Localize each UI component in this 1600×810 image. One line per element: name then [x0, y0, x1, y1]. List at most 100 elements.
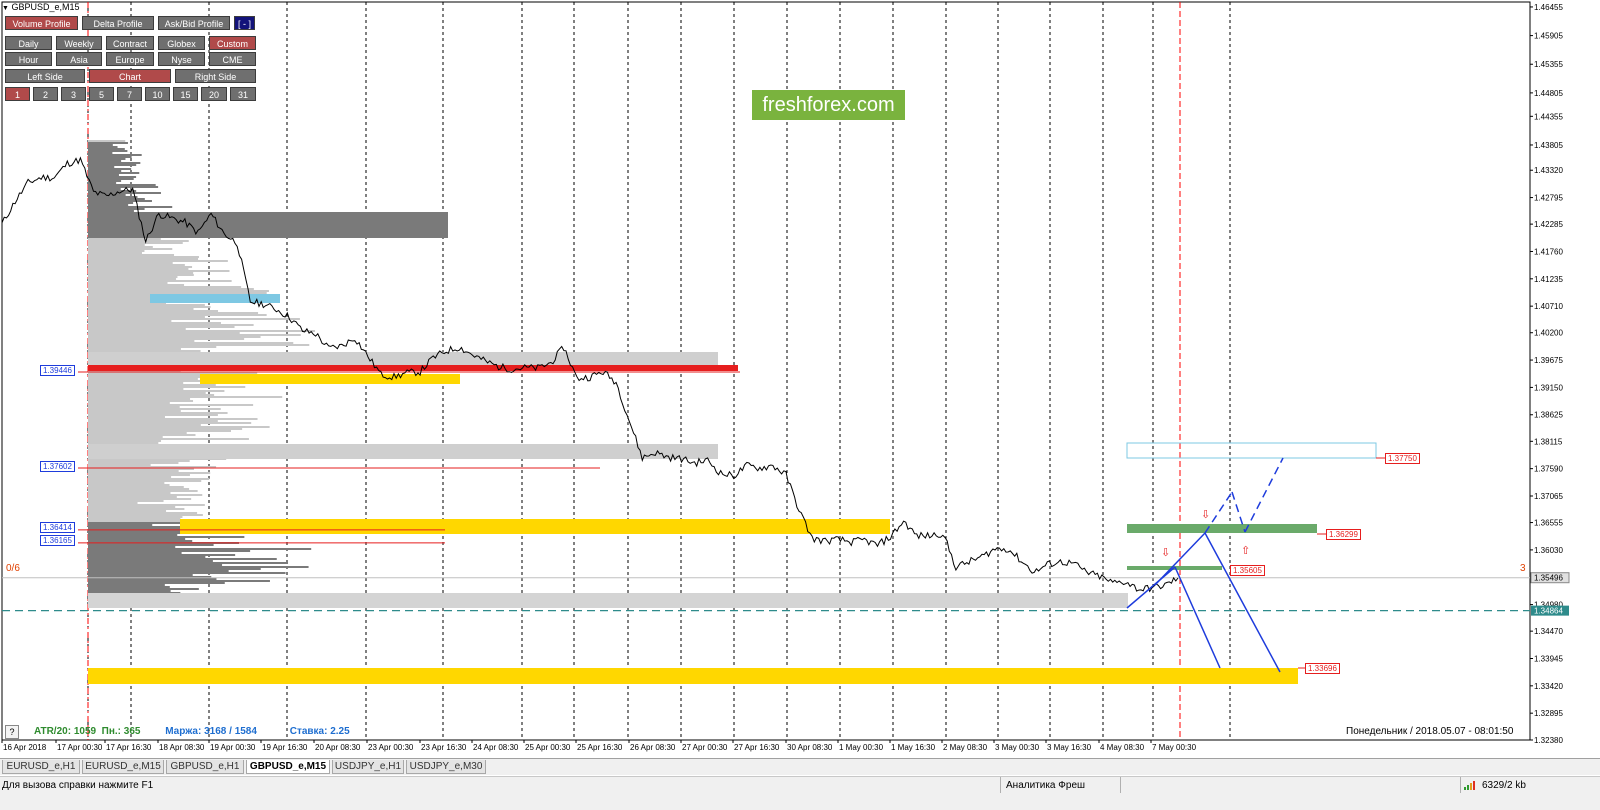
daily-button[interactable]: Daily [5, 36, 52, 50]
target-zone [1126, 442, 1377, 459]
time-axis-label: 25 Apr 00:30 [525, 743, 571, 752]
volume-profile-bar [88, 242, 183, 244]
left-side-button[interactable]: Left Side [5, 69, 85, 83]
custom-button[interactable]: Custom [209, 36, 256, 50]
nyse-button[interactable]: Nyse [158, 52, 205, 66]
forecast-line [1126, 566, 1176, 609]
period-1-button[interactable]: 1 [5, 87, 30, 101]
globex-button[interactable]: Globex [158, 36, 205, 50]
volume-profile-bar [88, 148, 125, 150]
tab-usdjpy-m30[interactable]: USDJPY_e,M30 [406, 760, 486, 774]
price-axis-label: 1.46455 [1534, 3, 1563, 12]
volume-profile-bar [88, 504, 205, 506]
volume-profile-bar [88, 502, 138, 504]
volume-profile-bar [88, 560, 213, 562]
volume-profile-bar [88, 156, 132, 158]
chart-menu-arrow-icon[interactable]: ▼ [2, 5, 9, 12]
pn-value: Пн.: 365 [101, 726, 141, 737]
volume-profile-bar [88, 192, 161, 194]
volume-profile-bar [88, 574, 193, 576]
tab-usdjpy-h1[interactable]: USDJPY_e,H1 [332, 760, 404, 774]
period-15-button[interactable]: 15 [173, 87, 198, 101]
volume-profile-bar [88, 432, 187, 434]
volume-profile-bar [88, 178, 134, 180]
chart-side-button[interactable]: Chart [89, 69, 171, 83]
volume-profile-bar [88, 394, 215, 396]
margin-value: Маржа: 3168 / 1584 [165, 726, 257, 737]
volume-profile-bar [88, 314, 267, 316]
current-datetime: Понедельник / 2018.05.07 - 08:01:50 [1346, 726, 1514, 737]
ask-bid-profile-button[interactable]: Ask/Bid Profile [158, 16, 230, 30]
price-axis-label: 1.38625 [1534, 411, 1563, 420]
price-axis-label: 1.45355 [1534, 60, 1563, 69]
period-3-button[interactable]: 3 [61, 87, 86, 101]
volume-profile-bar [88, 266, 193, 268]
freshforex-logo: freshforex.com [752, 90, 905, 120]
delta-profile-button[interactable]: Delta Profile [82, 16, 154, 30]
price-axis-label: 1.41760 [1534, 247, 1563, 256]
volume-profile-bar [88, 184, 156, 186]
period-5-button[interactable]: 5 [89, 87, 114, 101]
hour-button[interactable]: Hour [5, 52, 52, 66]
europe-button[interactable]: Europe [106, 52, 154, 66]
level-tag-right: 1.37750 [1385, 453, 1420, 464]
volume-profile-bar [88, 440, 162, 442]
period-10-button[interactable]: 10 [145, 87, 170, 101]
chart-title: ▼ GBPUSD_e,M15 [2, 2, 79, 12]
volume-profile-bar [88, 250, 145, 252]
left-side-label: 0/6 [6, 563, 20, 574]
price-axis-label: 1.36555 [1534, 519, 1563, 528]
time-axis-label: 7 May 00:30 [1152, 743, 1197, 752]
volume-profile-bar [88, 424, 201, 426]
period-2-button[interactable]: 2 [33, 87, 58, 101]
time-axis-label: 19 Apr 16:30 [262, 743, 308, 752]
volume-profile-bar [88, 292, 267, 294]
asia-button[interactable]: Asia [56, 52, 102, 66]
volume-profile-bar [88, 442, 159, 444]
volume-profile-bar [88, 578, 217, 580]
price-axis-label: 1.44355 [1534, 112, 1563, 121]
volume-profile-bar [88, 396, 283, 398]
time-axis-label: 3 May 00:30 [995, 743, 1040, 752]
help-button[interactable]: ? [5, 725, 19, 739]
volume-profile-bar [88, 386, 246, 388]
tab-eurusd-m15[interactable]: EURUSD_e,M15 [82, 760, 164, 774]
down-arrow-icon: ⇩ [1161, 546, 1170, 559]
time-axis-label: 4 May 08:30 [1100, 743, 1145, 752]
forecast-line [1204, 491, 1233, 534]
cme-button[interactable]: CME [209, 52, 256, 66]
volume-profile-bar [88, 336, 261, 338]
volume-profile-bar [88, 238, 161, 240]
volume-profile-bar [88, 524, 153, 526]
volume-profile-button[interactable]: Volume Profile [5, 16, 78, 30]
right-side-button[interactable]: Right Side [175, 69, 256, 83]
price-axis-label: 1.33945 [1534, 654, 1563, 663]
volume-profile-bar [88, 202, 134, 204]
volume-profile-bar [88, 518, 181, 520]
volume-profile-bar [88, 490, 198, 492]
time-axis-label: 30 Apr 08:30 [787, 743, 833, 752]
volume-profile-bar [88, 288, 254, 290]
tab-gbpusd-h1[interactable]: GBPUSD_e,H1 [166, 760, 244, 774]
collapse-panel-button[interactable]: [ - ] [234, 16, 255, 30]
volume-profile-bar [88, 170, 122, 172]
weekly-button[interactable]: Weekly [56, 36, 102, 50]
period-31-button[interactable]: 31 [230, 87, 256, 101]
volume-profile-bar [88, 556, 206, 558]
volume-profile-bar [88, 548, 312, 550]
period-20-button[interactable]: 20 [201, 87, 227, 101]
period-7-button[interactable]: 7 [117, 87, 142, 101]
contract-button[interactable]: Contract [106, 36, 154, 50]
volume-profile-bar [88, 526, 188, 528]
volume-profile-bar [88, 338, 245, 340]
vwap-zone [150, 294, 280, 303]
volume-profile-bar [88, 464, 151, 466]
volume-profile-bar [88, 244, 145, 246]
tab-gbpusd-m15[interactable]: GBPUSD_e,M15 [246, 760, 330, 774]
atr-value: ATR/20: 1059 [34, 726, 97, 737]
tab-eurusd-h1[interactable]: EURUSD_e,H1 [2, 760, 80, 774]
volume-profile-bar [88, 258, 199, 260]
volume-profile-bar [88, 580, 270, 582]
